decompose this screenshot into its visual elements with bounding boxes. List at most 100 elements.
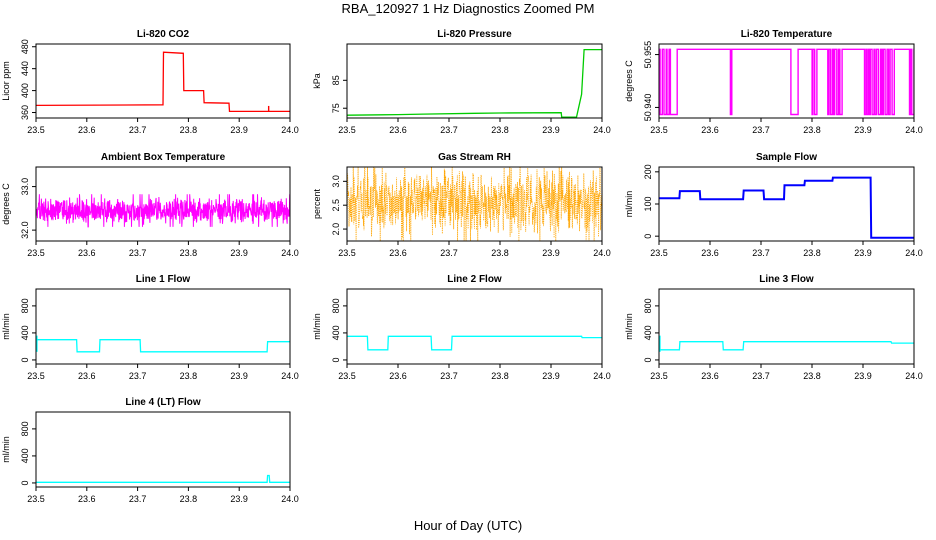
p0-x-tick-label: 23.5	[27, 125, 45, 135]
p2-y-axis-label: degrees C	[624, 60, 634, 102]
p6-x-tick-label: 23.6	[78, 371, 96, 381]
p0-y-axis-label: Licor ppm	[1, 61, 11, 101]
p5-y-tick-label: 100	[643, 196, 653, 211]
p2-plot-area	[659, 48, 914, 116]
p6-title: Line 1 Flow	[136, 274, 191, 285]
p7-plot-area	[347, 335, 602, 351]
p6-x-tick-label: 24.0	[281, 371, 299, 381]
p8-y-tick-label: 800	[643, 298, 653, 313]
p3-y-axis-label: degrees C	[1, 183, 11, 225]
p3-y-tick-label: 33.0	[20, 178, 30, 196]
p5-x-tick-label: 24.0	[905, 248, 923, 258]
figure-title: RBA_120927 1 Hz Diagnostics Zoomed PM	[341, 1, 595, 16]
p2-x-tick-label: 23.7	[752, 125, 770, 135]
p6-y-tick-label: 0	[20, 357, 30, 362]
p8-x-tick-label: 23.9	[854, 371, 872, 381]
p1-plot-area	[347, 48, 602, 118]
p6-series-line	[36, 339, 290, 353]
p4-frame	[346, 166, 603, 242]
p4-plot-area	[347, 167, 602, 241]
p6-plot-area	[36, 335, 290, 353]
p2-x-tick-label: 23.6	[701, 125, 719, 135]
p6-y-tick-label: 800	[20, 298, 30, 313]
p9-x-tick-label: 23.5	[27, 494, 45, 504]
p5-y-tick-label: 200	[643, 164, 653, 179]
p1-y-axis-label: kPa	[312, 73, 322, 89]
p4-x-tick-label: 23.7	[440, 248, 458, 258]
p7-x-tick-label: 23.8	[491, 371, 509, 381]
p0-x-tick-label: 23.8	[180, 125, 198, 135]
p4-title: Gas Stream RH	[438, 152, 511, 163]
p4-x-tick-label: 24.0	[593, 248, 611, 258]
p5-y-axis-label: ml/min	[624, 191, 634, 218]
p0-x-tick-label: 23.6	[78, 125, 96, 135]
p4-y-axis-label: percent	[312, 188, 322, 219]
p1-series-line	[347, 48, 602, 118]
p1-y-tick-label: 85	[331, 75, 341, 85]
p9-y-tick-label: 800	[20, 421, 30, 436]
p9-series-line	[36, 474, 290, 483]
global-x-axis-label: Hour of Day (UTC)	[413, 518, 523, 533]
p5-plot-area	[659, 176, 914, 239]
p7-x-tick-label: 23.5	[338, 371, 356, 381]
p0-y-tick-label: 400	[20, 83, 30, 98]
p8-title: Line 3 Flow	[759, 274, 814, 285]
p0-y-tick-label: 440	[20, 61, 30, 76]
p7-y-tick-label: 800	[331, 298, 341, 313]
p8-y-tick-label: 400	[643, 325, 653, 340]
p9-x-tick-label: 23.6	[78, 494, 96, 504]
p1-x-tick-label: 23.5	[338, 125, 356, 135]
p3-frame	[35, 166, 291, 242]
p2-x-tick-label: 23.9	[854, 125, 872, 135]
p3-series-line	[36, 194, 290, 228]
p7-y-tick-label: 0	[331, 357, 341, 362]
p3-y-tick-label: 32.0	[20, 221, 30, 239]
p1-y-tick-label: 75	[331, 103, 341, 113]
p7-x-tick-label: 24.0	[593, 371, 611, 381]
p9-x-tick-label: 23.9	[230, 494, 248, 504]
p6-x-tick-label: 23.8	[180, 371, 198, 381]
p2-series-line	[659, 48, 914, 116]
p7-y-axis-label: ml/min	[312, 313, 322, 340]
p1-x-tick-label: 23.8	[491, 125, 509, 135]
p1-x-tick-label: 23.9	[542, 125, 560, 135]
p3-x-tick-label: 23.7	[129, 248, 147, 258]
p2-y-tick-label: 50.955	[643, 41, 653, 69]
p9-title: Line 4 (LT) Flow	[125, 397, 201, 408]
p3-x-tick-label: 23.8	[180, 248, 198, 258]
p5-x-tick-label: 23.5	[650, 248, 668, 258]
p1-x-tick-label: 23.6	[389, 125, 407, 135]
p9-x-tick-label: 23.7	[129, 494, 147, 504]
p3-plot-area	[36, 194, 290, 228]
p6-y-axis-label: ml/min	[1, 313, 11, 340]
p0-series-line	[36, 51, 290, 113]
p9-frame	[35, 411, 291, 488]
p9-y-axis-label: ml/min	[1, 436, 11, 463]
p3-x-tick-label: 23.6	[78, 248, 96, 258]
p7-x-tick-label: 23.9	[542, 371, 560, 381]
p0-y-tick-label: 360	[20, 105, 30, 120]
p5-series-line	[659, 176, 914, 239]
p1-x-tick-label: 24.0	[593, 125, 611, 135]
p0-x-tick-label: 23.9	[230, 125, 248, 135]
p4-x-tick-label: 23.8	[491, 248, 509, 258]
p9-plot-area	[36, 474, 290, 483]
p0-y-tick-label: 480	[20, 39, 30, 54]
p7-series-line	[347, 335, 602, 351]
p2-x-tick-label: 23.5	[650, 125, 668, 135]
p0-plot-area	[36, 51, 290, 113]
p1-x-tick-label: 23.7	[440, 125, 458, 135]
p7-x-tick-label: 23.7	[440, 371, 458, 381]
p8-x-tick-label: 23.5	[650, 371, 668, 381]
p5-y-tick-label: 0	[643, 234, 653, 239]
p4-x-tick-label: 23.5	[338, 248, 356, 258]
p7-y-tick-label: 400	[331, 325, 341, 340]
